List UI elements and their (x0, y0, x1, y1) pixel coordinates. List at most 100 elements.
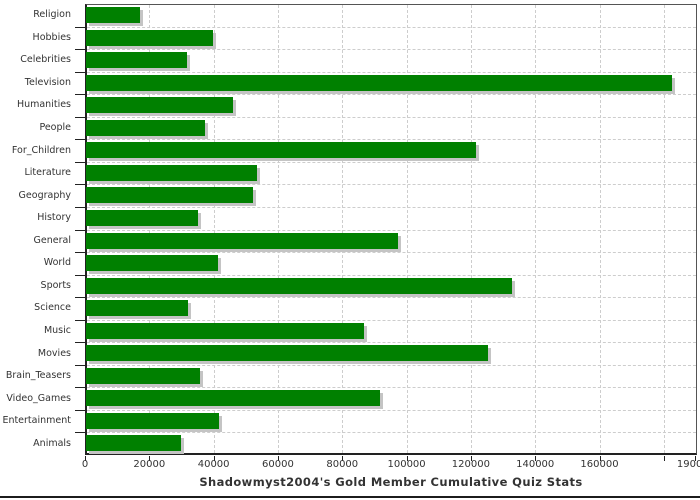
y-axis-label: Entertainment (2, 415, 71, 427)
x-axis-tick-label: 0 (81, 459, 89, 470)
x-axis-tick-label: 20000 (133, 459, 166, 470)
h-gridline (87, 274, 696, 276)
y-axis-tick (75, 274, 85, 276)
x-axis-tick-label: 140000 (516, 459, 555, 470)
bar-sports (86, 277, 512, 294)
y-axis-tick (75, 364, 85, 366)
h-gridline (87, 432, 696, 434)
h-gridline (87, 206, 696, 208)
y-axis-tick (75, 71, 85, 73)
y-axis-label: Celebrities (20, 54, 71, 66)
y-axis-tick (75, 94, 85, 96)
x-axis-end-label: 190000 (676, 459, 700, 470)
bar-celebrities (86, 52, 187, 69)
h-gridline (87, 364, 696, 366)
h-gridline (87, 94, 696, 96)
h-gridline (87, 409, 696, 411)
x-axis-tick-label: 80000 (326, 459, 359, 470)
y-axis-label: Religion (33, 9, 71, 21)
x-axis-tick (535, 456, 537, 461)
bar-music (86, 322, 364, 339)
h-gridline (87, 297, 696, 299)
bar-video_games (86, 390, 380, 407)
x-axis-tick (149, 456, 151, 461)
y-axis-label: People (39, 122, 71, 134)
v-gridline (663, 5, 665, 453)
y-axis-label: Music (43, 324, 71, 336)
y-axis-label: Literature (24, 167, 71, 179)
y-axis-tick (75, 206, 85, 208)
y-axis-label: Humanities (16, 99, 71, 111)
x-axis-tick (406, 456, 408, 461)
y-axis-tick (75, 26, 85, 28)
y-axis-label: Geography (18, 189, 71, 201)
h-gridline (87, 49, 696, 51)
v-gridline (213, 5, 215, 453)
y-axis-tick (75, 319, 85, 321)
bar-animals (86, 435, 181, 452)
x-axis-tick (85, 456, 86, 461)
bar-literature (86, 164, 257, 181)
x-axis-tick (277, 456, 279, 461)
y-axis-label: Television (24, 76, 71, 88)
x-axis-tick-label: 60000 (262, 459, 294, 470)
y-axis-label: Hobbies (32, 31, 71, 43)
x-axis-tick (342, 456, 344, 461)
h-gridline (87, 71, 696, 73)
y-axis-tick (75, 116, 85, 118)
y-axis-label: Science (34, 302, 71, 314)
v-gridline (342, 5, 344, 453)
x-axis-tick (213, 456, 215, 461)
bar-hobbies (86, 29, 213, 46)
bar-people (86, 119, 205, 136)
h-gridline (87, 387, 696, 389)
x-axis-tick (695, 456, 696, 461)
x-axis-tick-label: 160000 (580, 459, 619, 470)
bottom-divider (0, 496, 700, 498)
y-axis-label: Brain_Teasers (5, 370, 71, 382)
y-axis-tick (75, 409, 85, 411)
h-gridline (87, 252, 696, 254)
x-axis-tick-label: 120000 (451, 459, 490, 470)
bar-science (86, 300, 188, 317)
y-axis-tick (75, 229, 85, 231)
v-gridline (470, 5, 472, 453)
y-axis-tick (75, 49, 85, 51)
h-gridline (87, 26, 696, 28)
h-gridline (87, 342, 696, 344)
bar-religion (86, 7, 140, 23)
x-axis-tick (470, 456, 472, 461)
bar-for_children (86, 142, 476, 159)
y-axis-tick (75, 297, 85, 299)
bar-entertainment (86, 412, 219, 429)
h-gridline (87, 229, 696, 231)
h-gridline (87, 116, 696, 118)
x-axis-tick-label: 100000 (387, 459, 426, 470)
bar-world (86, 255, 218, 272)
y-axis-tick (75, 184, 85, 186)
bar-geography (86, 187, 253, 204)
y-axis-label: World (43, 257, 71, 269)
x-axis-tick (663, 456, 665, 461)
h-gridline (87, 139, 696, 141)
y-axis-label: For_Children (11, 144, 71, 156)
y-axis-label: Movies (37, 347, 71, 359)
h-gridline (87, 184, 696, 186)
y-axis-label: General (33, 234, 71, 246)
bar-humanities (86, 97, 233, 114)
bar-history (86, 209, 198, 226)
y-axis-label: Video_Games (6, 392, 71, 404)
chart-title: Shadowmyst2004's Gold Member Cumulative … (199, 475, 583, 489)
bar-brain_teasers (86, 367, 200, 384)
y-axis-label: Animals (33, 437, 71, 449)
x-axis-tick (599, 456, 601, 461)
y-axis-tick (75, 342, 85, 344)
y-axis-tick (75, 161, 85, 163)
v-gridline (535, 5, 537, 453)
bar-general (86, 232, 398, 249)
v-gridline (277, 5, 279, 453)
y-axis-tick (75, 139, 85, 141)
bar-television (86, 74, 672, 91)
h-gridline (87, 319, 696, 321)
y-axis-label: Sports (40, 279, 71, 291)
